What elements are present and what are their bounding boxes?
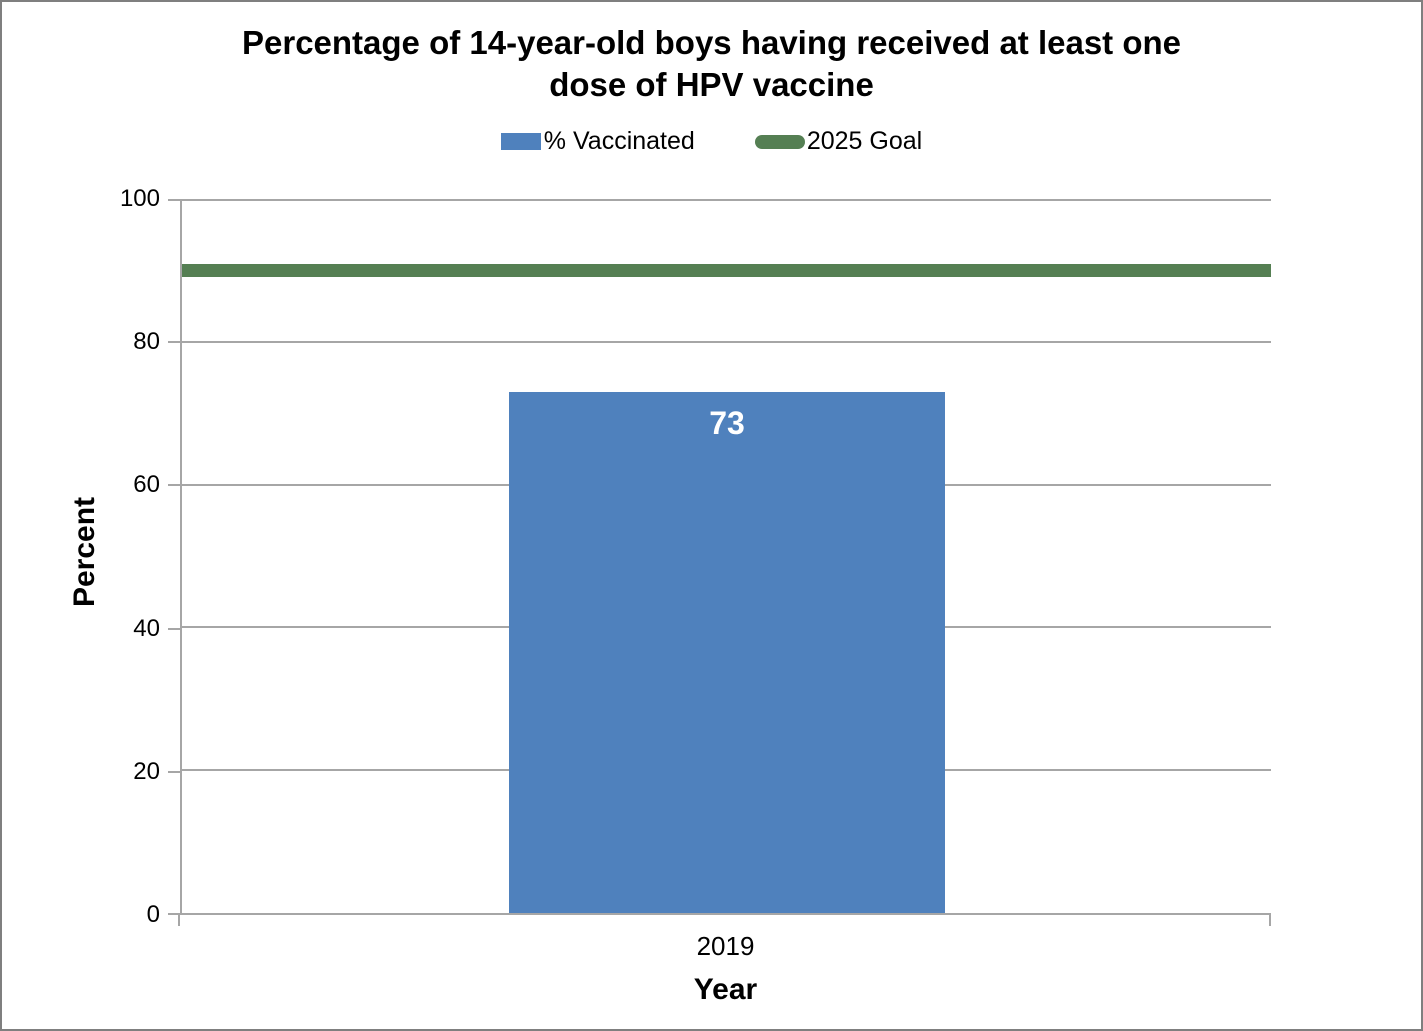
goal-swatch-icon bbox=[754, 134, 805, 149]
legend-item-vaccinated: % Vaccinated bbox=[500, 127, 695, 156]
vaccinated-swatch-icon bbox=[500, 133, 541, 150]
y-tick-label: 60 bbox=[133, 471, 160, 498]
bar-data-label: 73 bbox=[709, 405, 745, 441]
y-tick-label: 40 bbox=[133, 615, 160, 642]
legend-label-vaccinated: % Vaccinated bbox=[543, 127, 695, 155]
x-tick-label: 2019 bbox=[696, 931, 755, 961]
y-tick-mark bbox=[168, 771, 180, 773]
plot-area: 73 bbox=[180, 199, 1271, 915]
gridline bbox=[182, 341, 1271, 343]
y-axis-labels: 0 20 40 60 80 100 bbox=[2, 185, 160, 928]
y-tick-label: 100 bbox=[119, 185, 160, 212]
chart-title: Percentage of 14-year-old boys having re… bbox=[2, 22, 1421, 106]
x-axis-title: Year bbox=[693, 973, 758, 1006]
y-tick-label: 20 bbox=[133, 758, 160, 785]
y-tick-mark bbox=[168, 484, 180, 486]
chart-title-line1: Percentage of 14-year-old boys having re… bbox=[241, 24, 1182, 61]
chart-title-line2: dose of HPV vaccine bbox=[549, 66, 874, 103]
x-tick-mark bbox=[1269, 915, 1271, 926]
x-tick-mark bbox=[178, 915, 180, 926]
goal-line bbox=[182, 264, 1271, 277]
bar-2019: 73 bbox=[509, 392, 945, 913]
y-tick-mark bbox=[168, 628, 180, 630]
y-axis-ticks bbox=[168, 199, 180, 915]
y-tick-label: 80 bbox=[133, 328, 160, 355]
legend-item-goal: 2025 Goal bbox=[754, 127, 923, 156]
y-tick-mark bbox=[168, 341, 180, 343]
y-tick-mark bbox=[168, 913, 180, 915]
legend: % Vaccinated 2025 Goal bbox=[2, 127, 1421, 156]
gridline bbox=[182, 199, 1271, 201]
y-tick-mark bbox=[168, 199, 180, 201]
legend-label-goal: 2025 Goal bbox=[806, 127, 923, 155]
y-tick-label: 0 bbox=[146, 901, 160, 928]
x-axis-ticks bbox=[178, 915, 1271, 926]
